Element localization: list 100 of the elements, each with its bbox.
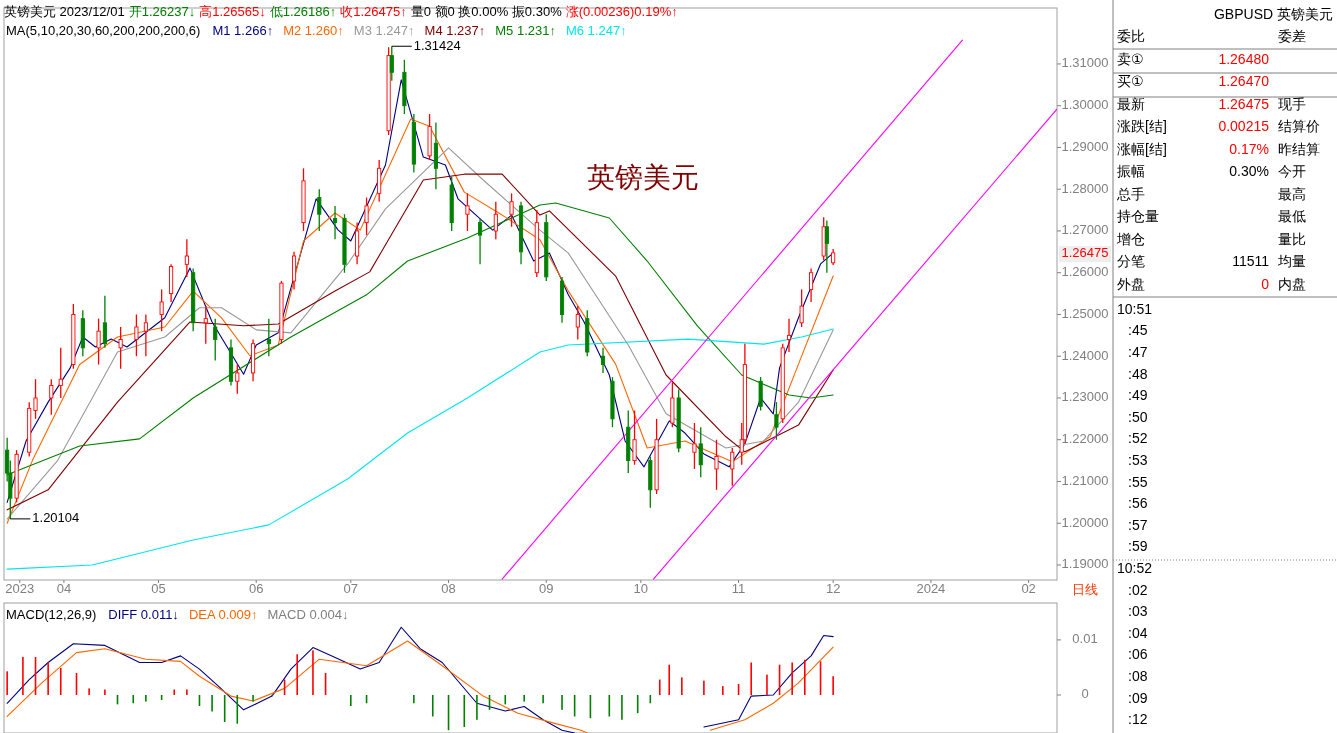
text: :59 bbox=[1128, 538, 1148, 555]
annotation: 1.20104 bbox=[32, 510, 80, 526]
annotation: 开1.26237↓ bbox=[128, 4, 196, 20]
text: 涨幅[结] bbox=[1117, 140, 1167, 157]
text: :45 bbox=[1128, 322, 1148, 339]
text: :57 bbox=[1128, 516, 1148, 533]
x-tick-label: 06 bbox=[248, 581, 264, 597]
text: 增仓 bbox=[1116, 230, 1145, 247]
candlestick bbox=[332, 205, 338, 240]
text: :04 bbox=[1128, 624, 1148, 641]
text: 11511 bbox=[1232, 253, 1270, 270]
text: 10:52 bbox=[1117, 559, 1153, 576]
x-tick-label: 10 bbox=[633, 581, 649, 597]
candlestick bbox=[251, 338, 256, 382]
text: 昨结算 bbox=[1278, 140, 1320, 157]
x-tick-label: 11 bbox=[731, 581, 746, 597]
x-tick-label: 09 bbox=[539, 581, 554, 597]
candlestick bbox=[786, 317, 792, 353]
text: 内盘 bbox=[1278, 275, 1306, 292]
text: M6 1.247↑ bbox=[565, 23, 627, 39]
text: MACD 0.004↓ bbox=[267, 607, 349, 623]
line-series bbox=[6, 328, 834, 570]
x-tick-label: 2024 bbox=[916, 581, 946, 597]
candlestick bbox=[169, 263, 174, 303]
text: :55 bbox=[1128, 473, 1148, 490]
text: 0.00215 bbox=[1218, 118, 1270, 135]
text: :08 bbox=[1128, 667, 1148, 684]
y-tick-label: 1.24000 bbox=[1061, 347, 1109, 363]
text: :47 bbox=[1128, 343, 1148, 360]
text: 1.26480 bbox=[1218, 50, 1270, 67]
text: 现手 bbox=[1278, 95, 1306, 112]
candlestick bbox=[143, 313, 148, 357]
x-tick-label: 05 bbox=[151, 581, 166, 597]
text: DEA 0.009↑ bbox=[188, 607, 258, 623]
annotation: 高1.26565↓ bbox=[199, 4, 266, 20]
text: 今开 bbox=[1278, 163, 1306, 180]
text: :53 bbox=[1128, 451, 1148, 468]
candlestick bbox=[411, 113, 416, 174]
text: :09 bbox=[1128, 689, 1148, 706]
text: M4 1.237↑ bbox=[424, 23, 486, 39]
legend-title: MACD(12,26,9) bbox=[6, 607, 97, 623]
candlestick bbox=[809, 267, 814, 303]
text: 日线 bbox=[1072, 582, 1098, 598]
text: 0.17% bbox=[1229, 140, 1269, 157]
annotation: 涨(0.00236)0.19%↑ bbox=[565, 4, 678, 20]
y-tick-label: 1.30000 bbox=[1061, 97, 1109, 113]
text: 卖① bbox=[1117, 50, 1144, 67]
x-tick-label: 02 bbox=[1021, 581, 1036, 597]
x-tick-label: 04 bbox=[56, 581, 72, 597]
text: 最高 bbox=[1278, 185, 1306, 202]
y-tick-label: 1.21000 bbox=[1061, 472, 1109, 488]
y-tick-label: 1.23000 bbox=[1061, 389, 1109, 405]
text: :56 bbox=[1128, 495, 1148, 512]
text: :06 bbox=[1128, 646, 1148, 663]
text: 总手 bbox=[1116, 185, 1145, 202]
y-tick-label: 1.25000 bbox=[1061, 305, 1109, 321]
text: 振幅 bbox=[1117, 163, 1145, 180]
y-tick-label: 0 bbox=[1081, 686, 1089, 702]
y-tick-label: 1.31000 bbox=[1061, 55, 1109, 71]
text: M2 1.260↑ bbox=[283, 23, 344, 39]
text: 英镑美元 bbox=[587, 162, 699, 194]
text: 均量 bbox=[1277, 253, 1306, 270]
x-tick-label: 12 bbox=[825, 581, 841, 597]
annotation: 1.31424 bbox=[413, 37, 461, 53]
y-tick-label: 1.27000 bbox=[1061, 222, 1109, 238]
candlestick bbox=[228, 338, 234, 387]
text: 持仓量 bbox=[1117, 208, 1159, 225]
y-tick-label: 1.29000 bbox=[1061, 138, 1109, 154]
y-tick-label: 1.20000 bbox=[1061, 514, 1109, 530]
text: :49 bbox=[1128, 387, 1148, 404]
text: :48 bbox=[1128, 365, 1148, 382]
text: 委差 bbox=[1278, 28, 1306, 45]
text: 0 bbox=[1261, 275, 1270, 292]
candlestick bbox=[102, 295, 107, 349]
candlestick bbox=[184, 238, 189, 278]
text: 买① bbox=[1117, 73, 1144, 90]
annotation: 量0 额0 换0.00% 振0.30% bbox=[410, 4, 563, 20]
text: :50 bbox=[1128, 408, 1148, 425]
text: M5 1.231↑ bbox=[495, 23, 556, 39]
legend-title: MA(5,10,20,30,60,200,200,200,6) bbox=[6, 23, 201, 39]
series-label: DIFF 0.011↓ bbox=[108, 607, 179, 623]
y-tick-label: 0.01 bbox=[1072, 631, 1098, 647]
annotation: 收1.26475↑ bbox=[340, 4, 407, 20]
annotation: 英镑美元 2023/12/01 bbox=[4, 4, 125, 20]
text: 最新 bbox=[1117, 95, 1145, 112]
text: 量比 bbox=[1278, 230, 1306, 247]
y-tick-label: 1.22000 bbox=[1061, 431, 1109, 447]
y-tick-label: 1.26000 bbox=[1061, 264, 1109, 280]
text: 外盘 bbox=[1117, 275, 1145, 292]
x-tick-label: 2023 bbox=[5, 581, 35, 597]
y-tick-label: 1.28000 bbox=[1061, 180, 1109, 196]
text: 10:51 bbox=[1117, 300, 1153, 317]
candlestick bbox=[355, 221, 360, 266]
text: 委比 bbox=[1117, 28, 1145, 45]
text: :03 bbox=[1128, 603, 1148, 620]
text: 分笔 bbox=[1117, 253, 1145, 270]
x-tick-label: 07 bbox=[343, 581, 359, 597]
candlestick bbox=[292, 251, 297, 291]
text: M1 1.266↑ bbox=[212, 23, 274, 39]
annotation: 低1.26186↑ bbox=[269, 4, 337, 20]
